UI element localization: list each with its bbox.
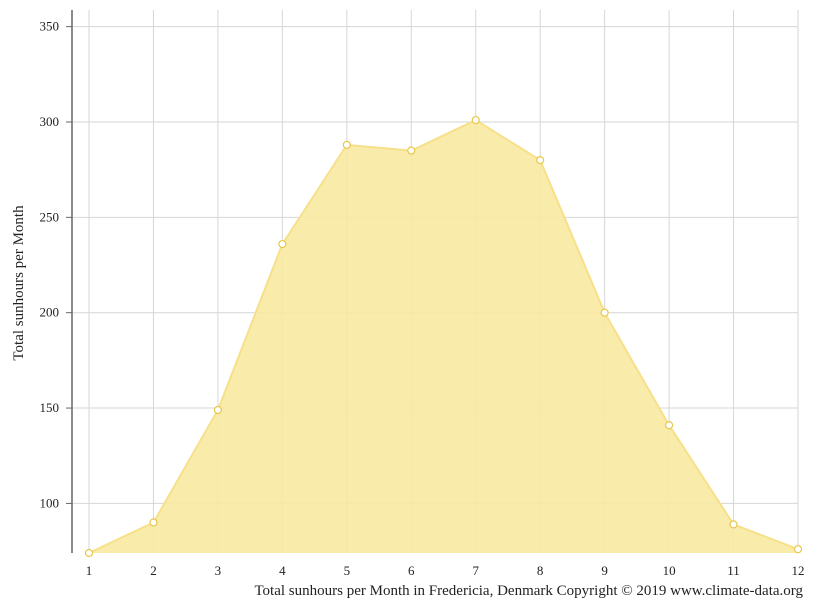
x-tick-label: 7 (472, 563, 479, 578)
data-point (536, 156, 545, 165)
x-tick-label: 1 (86, 563, 93, 578)
data-point (84, 548, 94, 558)
series-line (88, 118, 799, 554)
data-points (84, 115, 803, 558)
x-axis-ticks: 1 2 3 4 5 6 7 8 9 10 11 12 (86, 563, 805, 578)
data-point (278, 239, 287, 249)
y-tick-label: 350 (40, 19, 60, 34)
y-axis-title: Total sunhours per Month (11, 205, 27, 361)
data-point (213, 405, 223, 415)
series-area (88, 118, 799, 554)
data-point (342, 140, 351, 149)
data-point (471, 115, 480, 125)
x-tick-label: 6 (408, 563, 415, 578)
x-tick-label: 10 (663, 563, 676, 578)
x-tick-label: 9 (601, 563, 608, 578)
x-tick-label: 3 (215, 563, 222, 578)
area-fill (89, 120, 798, 553)
y-tick-label: 150 (40, 400, 60, 415)
y-axis-ticks: 100 150 200 250 300 350 (40, 19, 72, 510)
x-tick-label: 2 (150, 563, 157, 578)
data-point (407, 146, 416, 155)
y-tick-label: 200 (40, 305, 60, 320)
x-tick-label: 11 (727, 563, 740, 578)
x-tick-label: 4 (279, 563, 286, 578)
data-point (729, 520, 738, 529)
x-tick-label: 8 (537, 563, 544, 578)
y-tick-label: 250 (40, 209, 60, 224)
data-point (793, 545, 803, 554)
x-tick-label: 12 (792, 563, 805, 578)
data-point (149, 518, 158, 527)
data-point (664, 421, 674, 430)
x-tick-label: 5 (344, 563, 351, 578)
y-tick-label: 300 (40, 114, 60, 129)
y-tick-label: 100 (40, 495, 60, 510)
data-point (600, 308, 609, 317)
chart-caption: Total sunhours per Month in Fredericia, … (254, 583, 803, 599)
